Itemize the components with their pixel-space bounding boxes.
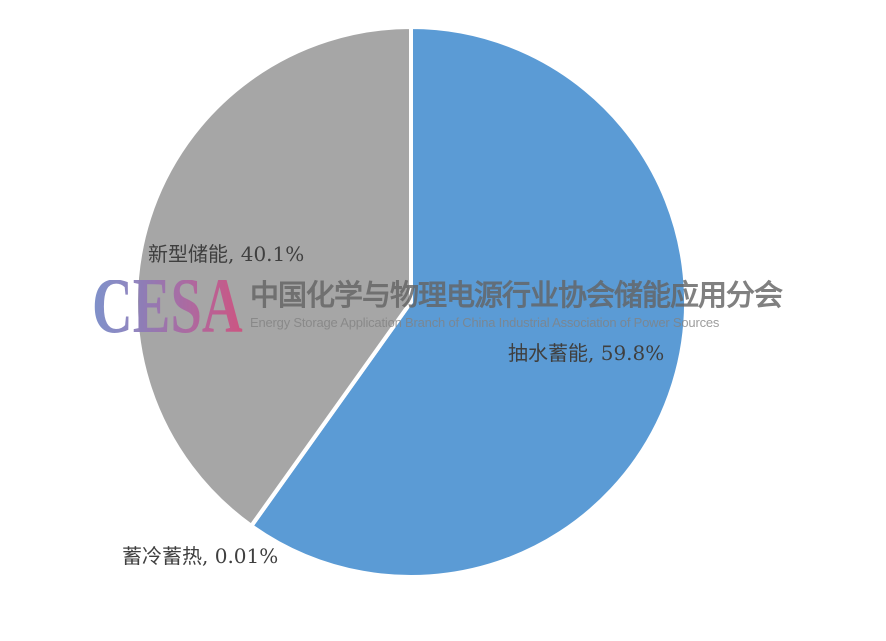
data-label-pumped-storage: 抽水蓄能, 59.8% xyxy=(508,341,665,365)
pie-slice-2 xyxy=(134,25,413,528)
watermark-subtitle-en: Energy Storage Application Branch of Chi… xyxy=(250,315,720,330)
data-label-cold-heat-storage: 蓄冷蓄热, 0.01% xyxy=(122,544,279,568)
pie-slice-0 xyxy=(249,25,688,579)
watermark-text-block: 中国化学与物理电源行业协会储能应用分会 Energy Storage Appli… xyxy=(250,280,783,331)
cesa-logo: CESA xyxy=(92,263,243,350)
watermark-title-cn: 中国化学与物理电源行业协会储能应用分会 xyxy=(250,280,783,312)
data-label-new-energy-storage: 新型储能, 40.1% xyxy=(148,242,305,266)
